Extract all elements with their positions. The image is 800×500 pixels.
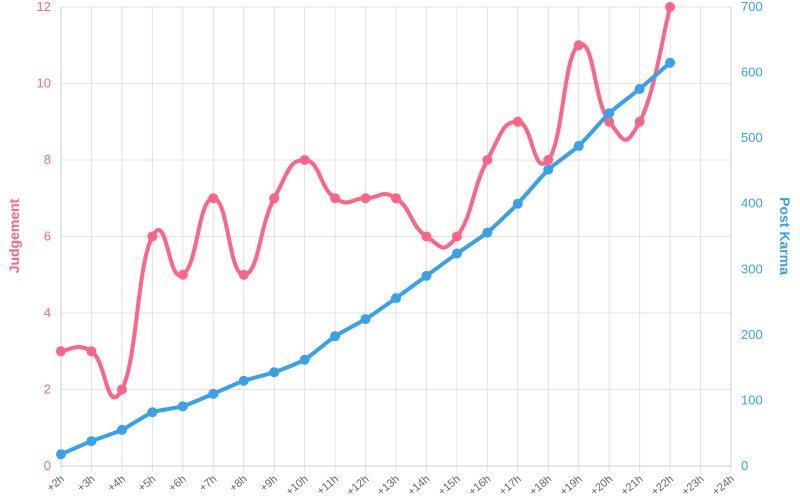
- label-layer: Judgement Post Karma: [6, 197, 793, 275]
- data-point-post-karma[interactable]: [604, 108, 615, 119]
- data-point-judgement[interactable]: [634, 116, 645, 127]
- x-tick-label: +15h: [436, 473, 463, 498]
- data-point-post-karma[interactable]: [360, 314, 371, 325]
- y-left-tick-label: 2: [44, 382, 51, 397]
- y-right-tick-label: 100: [741, 392, 763, 407]
- x-tick-label: +9h: [258, 473, 280, 494]
- data-point-judgement[interactable]: [391, 193, 401, 204]
- x-tick-label: +13h: [375, 473, 402, 498]
- data-point-post-karma[interactable]: [543, 164, 554, 175]
- x-tick-label: +22h: [649, 473, 676, 498]
- x-tick-label: +18h: [528, 473, 555, 498]
- series-layer: [56, 2, 676, 460]
- data-point-judgement[interactable]: [330, 193, 341, 204]
- data-point-post-karma[interactable]: [421, 270, 432, 281]
- x-tick-label: +2h: [45, 473, 67, 494]
- data-point-post-karma[interactable]: [299, 354, 310, 365]
- y-left-tick-label: 0: [44, 458, 51, 473]
- data-point-judgement[interactable]: [451, 231, 462, 242]
- data-point-judgement[interactable]: [421, 231, 432, 242]
- y-right-tick-label: 700: [741, 0, 763, 14]
- y-left-tick-label: 10: [37, 76, 51, 91]
- data-point-judgement[interactable]: [482, 155, 493, 165]
- x-tick-label: +8h: [228, 473, 250, 494]
- x-tick-label: +7h: [197, 473, 219, 494]
- data-point-judgement[interactable]: [512, 116, 523, 127]
- data-point-post-karma[interactable]: [177, 401, 188, 412]
- data-point-post-karma[interactable]: [330, 331, 341, 342]
- data-point-judgement[interactable]: [208, 193, 219, 204]
- x-tick-label: +4h: [106, 473, 128, 494]
- data-point-judgement[interactable]: [56, 346, 66, 357]
- data-point-judgement[interactable]: [543, 155, 554, 165]
- data-point-post-karma[interactable]: [512, 198, 523, 209]
- x-tick-label: +5h: [136, 473, 158, 494]
- data-point-judgement[interactable]: [177, 269, 188, 280]
- y-axis-left-label: Judgement: [6, 198, 22, 273]
- data-point-judgement[interactable]: [238, 269, 249, 280]
- data-point-post-karma[interactable]: [56, 449, 66, 460]
- grid-layer: [60, 6, 732, 472]
- y-axis-right-label: Post Karma: [777, 197, 793, 275]
- x-tick-label: +20h: [588, 473, 615, 498]
- x-tick-label: +17h: [497, 473, 524, 498]
- data-point-post-karma[interactable]: [391, 293, 401, 304]
- x-tick-label: +12h: [345, 473, 372, 498]
- y-right-tick-label: 400: [741, 196, 763, 211]
- data-point-post-karma[interactable]: [116, 424, 127, 435]
- x-tick-label: +3h: [75, 473, 97, 494]
- data-point-judgement[interactable]: [665, 2, 676, 12]
- data-point-post-karma[interactable]: [665, 57, 676, 68]
- data-point-post-karma[interactable]: [451, 248, 462, 259]
- y-right-tick-label: 300: [741, 261, 763, 276]
- y-left-tick-label: 6: [44, 229, 51, 244]
- y-right-tick-label: 500: [741, 130, 763, 145]
- data-point-post-karma[interactable]: [269, 367, 280, 378]
- x-tick-label: +6h: [167, 473, 189, 494]
- y-right-tick-label: 0: [741, 458, 748, 473]
- x-tick-label: +14h: [406, 473, 433, 498]
- data-point-post-karma[interactable]: [86, 436, 97, 447]
- data-point-post-karma[interactable]: [208, 388, 219, 399]
- y-right-tick-label: 200: [741, 327, 763, 342]
- data-point-judgement[interactable]: [573, 40, 584, 51]
- y-left-tick-label: 4: [44, 305, 51, 320]
- y-right-tick-label: 600: [741, 65, 763, 80]
- x-tick-label: +16h: [467, 473, 494, 498]
- data-point-post-karma[interactable]: [573, 141, 584, 152]
- data-point-judgement[interactable]: [86, 346, 97, 357]
- data-point-post-karma[interactable]: [147, 407, 158, 418]
- y-left-tick-label: 12: [37, 0, 51, 14]
- data-point-judgement[interactable]: [299, 155, 310, 165]
- data-point-judgement[interactable]: [116, 384, 127, 395]
- data-point-post-karma[interactable]: [238, 375, 249, 386]
- data-point-judgement[interactable]: [360, 193, 371, 204]
- data-point-judgement[interactable]: [604, 116, 615, 127]
- data-point-post-karma[interactable]: [482, 227, 493, 238]
- y-left-tick-label: 8: [44, 152, 51, 167]
- data-point-judgement[interactable]: [269, 193, 280, 204]
- data-point-judgement[interactable]: [147, 231, 158, 242]
- x-tick-label: +11h: [315, 473, 341, 498]
- x-tick-label: +21h: [619, 473, 646, 498]
- x-tick-label: +24h: [710, 473, 737, 498]
- x-tick-label: +23h: [680, 473, 707, 498]
- x-tick-label: +10h: [284, 473, 311, 498]
- data-point-post-karma[interactable]: [634, 83, 645, 94]
- x-tick-label: +19h: [558, 473, 585, 498]
